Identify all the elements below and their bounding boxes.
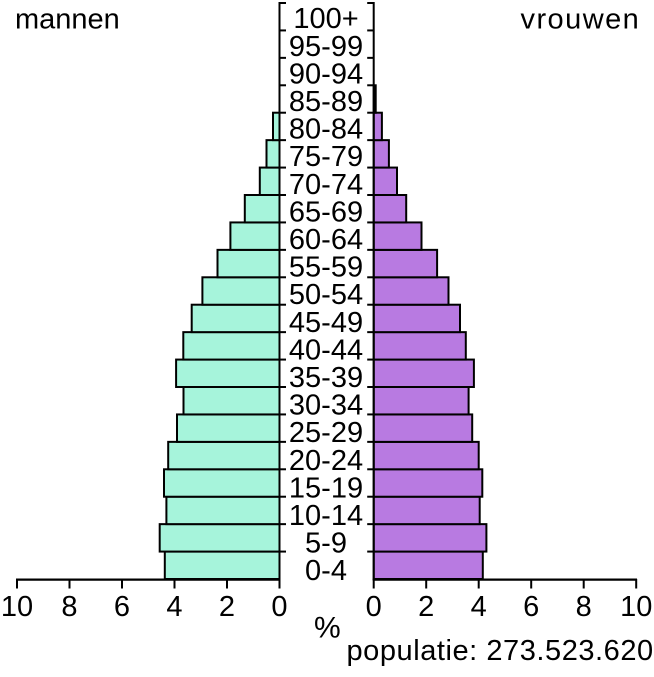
svg-text:%: % <box>314 612 341 645</box>
svg-text:85-89: 85-89 <box>289 86 363 118</box>
svg-text:45-49: 45-49 <box>289 307 363 339</box>
svg-text:10: 10 <box>1 591 33 623</box>
svg-text:10-14: 10-14 <box>289 500 363 532</box>
svg-text:10: 10 <box>620 591 652 623</box>
svg-text:60-64: 60-64 <box>289 224 363 256</box>
svg-text:vrouwen: vrouwen <box>521 4 641 36</box>
svg-text:8: 8 <box>576 591 592 623</box>
svg-text:4: 4 <box>471 591 487 623</box>
svg-text:6: 6 <box>114 591 130 623</box>
svg-text:80-84: 80-84 <box>289 114 363 146</box>
svg-text:100+: 100+ <box>293 3 358 35</box>
svg-text:25-29: 25-29 <box>289 417 363 449</box>
svg-text:6: 6 <box>523 591 539 623</box>
svg-text:5-9: 5-9 <box>305 528 347 560</box>
svg-text:65-69: 65-69 <box>289 196 363 228</box>
svg-text:70-74: 70-74 <box>289 169 363 201</box>
svg-text:15-19: 15-19 <box>289 472 363 504</box>
svg-text:0: 0 <box>271 591 287 623</box>
svg-text:mannen: mannen <box>15 4 120 36</box>
svg-text:populatie: 273.523.620: populatie: 273.523.620 <box>347 635 654 667</box>
svg-text:0-4: 0-4 <box>305 555 347 587</box>
svg-text:50-54: 50-54 <box>289 279 363 311</box>
svg-text:35-39: 35-39 <box>289 362 363 394</box>
svg-text:95-99: 95-99 <box>289 31 363 63</box>
svg-text:75-79: 75-79 <box>289 141 363 173</box>
svg-text:55-59: 55-59 <box>289 252 363 284</box>
svg-text:20-24: 20-24 <box>289 445 363 477</box>
svg-text:30-34: 30-34 <box>289 390 363 422</box>
svg-text:90-94: 90-94 <box>289 58 363 90</box>
svg-text:2: 2 <box>219 591 235 623</box>
svg-text:40-44: 40-44 <box>289 334 363 366</box>
svg-text:0: 0 <box>366 591 382 623</box>
svg-text:2: 2 <box>418 591 434 623</box>
svg-text:8: 8 <box>61 591 77 623</box>
svg-text:4: 4 <box>166 591 182 623</box>
